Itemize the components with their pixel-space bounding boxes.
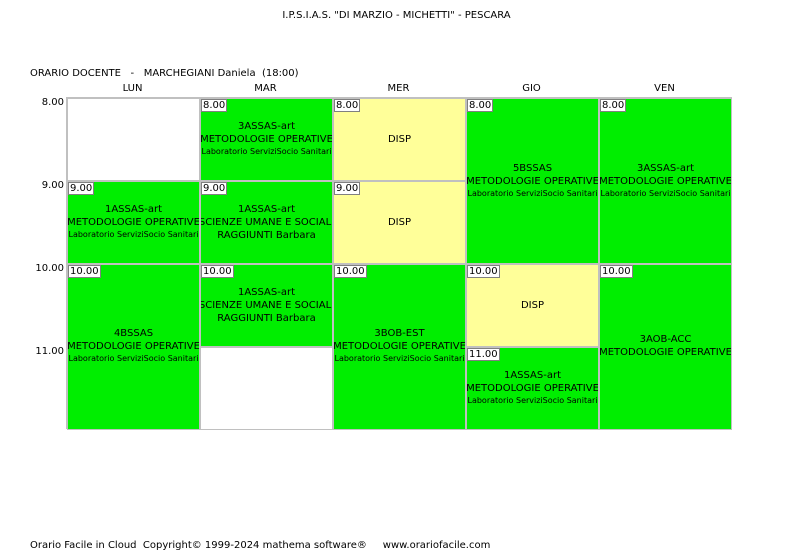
footer-copyright: Copyright© 1999-2024 mathema software® [142,540,367,551]
subject-name: SCIENZE UMANE E SOCIALI [200,300,333,311]
lesson-mon-9[interactable]: 9.00 1ASSAS-art METODOLOGIE OPERATIVE La… [67,181,200,264]
lesson-thu-11[interactable]: 11.00 1ASSAS-art METODOLOGIE OPERATIVE L… [466,347,599,430]
subject-name: SCIENZE UMANE E SOCIALI [200,217,333,228]
teacher-name: MARCHEGIANI Daniela [143,68,256,79]
lesson-fri-8[interactable]: 8.00 3ASSAS-art METODOLOGIE OPERATIVE La… [599,98,732,264]
class-name: 1ASSAS-art [104,204,163,215]
day-header-fri: VEN [654,83,675,94]
header-separator: - [130,68,135,79]
lesson-mon-10[interactable]: 10.00 4BSSAS METODOLOGIE OPERATIVE Labor… [67,264,200,430]
availability-wed-9[interactable]: 9.00 DISP [333,181,466,264]
empty-slot-mon-8 [67,98,200,181]
class-name: 3ASSAS-art [237,121,296,132]
class-name: 5BSSAS [512,163,553,174]
footer-product: Orario Facile in Cloud [30,540,137,551]
time-tag: 9.00 [201,182,228,195]
time-tag: 9.00 [68,182,95,195]
availability-label: DISP [520,300,545,311]
time-tag: 8.00 [467,99,494,112]
hour-label-8: 8.00 [41,97,64,108]
subject-name: METODOLOGIE OPERATIVE [333,341,466,352]
availability-info: DISP [334,133,465,146]
subject-name: METODOLOGIE OPERATIVE [67,341,200,352]
time-tag: 8.00 [600,99,627,112]
day-header-thu: GIO [522,83,541,94]
room-name: Laboratorio ServiziSocio Sanitari [467,396,598,405]
lesson-info: 3ASSAS-art METODOLOGIE OPERATIVE Laborat… [599,162,732,200]
room-name: Laboratorio ServiziSocio Sanitari [600,189,731,198]
room-name: Laboratorio ServiziSocio Sanitari [467,189,598,198]
time-tag: 10.00 [201,265,234,278]
class-name: 4BSSAS [113,328,154,339]
availability-label: DISP [387,134,412,145]
timetable-label: ORARIO DOCENTE [30,68,121,79]
lesson-info: 3AOB-ACC METODOLOGIE OPERATIVE [599,333,732,359]
class-name: 1ASSAS-art [237,204,296,215]
time-tag: 8.00 [201,99,228,112]
day-header-tue: MAR [254,83,277,94]
time-tag: 10.00 [334,265,367,278]
timetable-header: ORARIO DOCENTE - MARCHEGIANI Daniela (18… [30,68,299,79]
room-name: Laboratorio ServiziSocio Sanitari [201,147,332,156]
lesson-info: 1ASSAS-art METODOLOGIE OPERATIVE Laborat… [67,203,200,241]
class-name: 3AOB-ACC [639,334,692,345]
lesson-fri-10[interactable]: 10.00 3AOB-ACC METODOLOGIE OPERATIVE [599,264,732,430]
hour-label-11: 11.00 [35,346,64,357]
subject-name: METODOLOGIE OPERATIVE [466,176,599,187]
weekly-hours: (18:00) [261,68,299,79]
class-name: 1ASSAS-art [503,370,562,381]
footer-website-link[interactable]: www.orariofacile.com [382,540,491,551]
time-tag: 9.00 [334,182,361,195]
lesson-wed-10[interactable]: 10.00 3BOB-EST METODOLOGIE OPERATIVE Lab… [333,264,466,430]
room-name: Laboratorio ServiziSocio Sanitari [68,354,199,363]
time-tag: 8.00 [334,99,361,112]
lesson-thu-8[interactable]: 8.00 5BSSAS METODOLOGIE OPERATIVE Labora… [466,98,599,264]
availability-thu-10[interactable]: 10.00 DISP [466,264,599,347]
class-name: 3ASSAS-art [636,163,695,174]
availability-info: DISP [467,299,598,312]
empty-slot-tue-11 [200,347,333,430]
lesson-info: 1ASSAS-art SCIENZE UMANE E SOCIALI RAGGI… [200,286,333,325]
footer: Orario Facile in Cloud Copyright© 1999-2… [30,540,490,551]
availability-label: DISP [387,217,412,228]
subject-name: METODOLOGIE OPERATIVE [200,134,333,145]
subject-name: METODOLOGIE OPERATIVE [599,176,732,187]
timetable-grid: 9.00 1ASSAS-art METODOLOGIE OPERATIVE La… [66,97,732,430]
lesson-tue-10[interactable]: 10.00 1ASSAS-art SCIENZE UMANE E SOCIALI… [200,264,333,347]
co-teacher-name: RAGGIUNTI Barbara [217,313,316,324]
lesson-info: 1ASSAS-art METODOLOGIE OPERATIVE Laborat… [466,369,599,407]
room-name: Laboratorio ServiziSocio Sanitari [68,230,199,239]
day-header-wed: MER [387,83,410,94]
time-tag: 10.00 [467,265,500,278]
time-tag: 11.00 [467,348,500,361]
subject-name: METODOLOGIE OPERATIVE [466,383,599,394]
room-name: Laboratorio ServiziSocio Sanitari [334,354,465,363]
hour-label-10: 10.00 [35,263,64,274]
lesson-tue-8[interactable]: 8.00 3ASSAS-art METODOLOGIE OPERATIVE La… [200,98,333,181]
lesson-tue-9[interactable]: 9.00 1ASSAS-art SCIENZE UMANE E SOCIALI … [200,181,333,264]
availability-info: DISP [334,216,465,229]
lesson-info: 1ASSAS-art SCIENZE UMANE E SOCIALI RAGGI… [200,203,333,242]
lesson-info: 3BOB-EST METODOLOGIE OPERATIVE Laborator… [333,327,466,365]
co-teacher-name: RAGGIUNTI Barbara [217,230,316,241]
time-tag: 10.00 [600,265,633,278]
subject-name: METODOLOGIE OPERATIVE [599,347,732,358]
class-name: 1ASSAS-art [237,287,296,298]
lesson-info: 3ASSAS-art METODOLOGIE OPERATIVE Laborat… [200,120,333,158]
subject-name: METODOLOGIE OPERATIVE [67,217,200,228]
day-header-mon: LUN [122,83,143,94]
availability-wed-8[interactable]: 8.00 DISP [333,98,466,181]
school-title: I.P.S.I.A.S. "DI MARZIO - MICHETTI" - PE… [282,10,511,21]
class-name: 3BOB-EST [374,328,425,339]
lesson-info: 5BSSAS METODOLOGIE OPERATIVE Laboratorio… [466,162,599,200]
lesson-info: 4BSSAS METODOLOGIE OPERATIVE Laboratorio… [67,327,200,365]
time-tag: 10.00 [68,265,101,278]
hour-label-9: 9.00 [41,180,64,191]
